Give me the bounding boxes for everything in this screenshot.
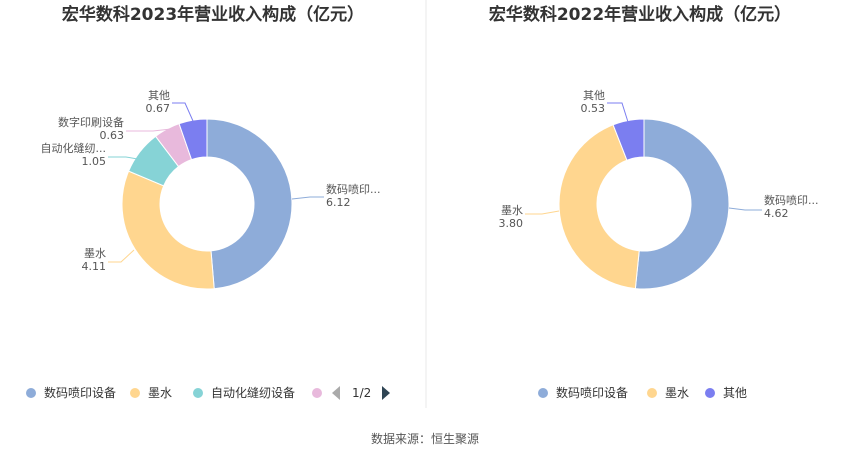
slice-0-4[interactable] <box>178 118 208 161</box>
slice-value-label-0-0: 6.12 <box>326 196 351 209</box>
leader-line-1-2 <box>607 102 629 123</box>
legend-marker-0-2[interactable] <box>193 388 203 398</box>
legend-label-1-2[interactable]: 其他 <box>723 386 747 400</box>
donut-2022-labels: 数码喷印...4.62 墨水3.80 其他0.53 <box>499 89 819 230</box>
slice-1-2[interactable] <box>612 118 645 161</box>
leader-line-0-1 <box>108 249 135 263</box>
legend-marker-0-3[interactable] <box>312 388 322 398</box>
chart-title-2023: 宏华数科2023年营业收入构成（亿元） <box>62 4 364 25</box>
donut-2023 <box>121 118 293 290</box>
slice-value-label-0-3: 0.63 <box>100 129 125 142</box>
legend-marker-1-2[interactable] <box>705 388 715 398</box>
leader-line-1-1 <box>525 210 560 215</box>
slice-value-label-1-1: 3.80 <box>499 217 524 230</box>
legend-pager: 1/2 <box>332 386 390 400</box>
slice-value-label-0-1: 4.11 <box>82 260 107 273</box>
pager-prev-icon[interactable] <box>332 386 340 400</box>
legend-label-0-1[interactable]: 墨水 <box>148 386 172 400</box>
slice-value-label-1-2: 0.53 <box>581 102 606 115</box>
slice-name-label-0-2: 自动化缝纫... <box>41 141 107 155</box>
legend-label-1-0[interactable]: 数码喷印设备 <box>556 385 628 400</box>
slice-1-1[interactable] <box>558 124 640 290</box>
slice-name-label-0-1: 墨水 <box>84 247 106 260</box>
data-source: 数据来源：恒生聚源 <box>371 431 479 446</box>
leader-line-1-0 <box>728 207 762 211</box>
legend-marker-1-0[interactable] <box>538 388 548 398</box>
slice-value-label-0-2: 1.05 <box>82 155 107 168</box>
slice-name-label-0-4: 其他 <box>148 89 170 102</box>
legend-label-0-2[interactable]: 自动化缝纫设备 <box>211 385 295 400</box>
slice-name-label-1-1: 墨水 <box>501 204 523 217</box>
donut-2022 <box>558 118 730 290</box>
slice-name-label-1-0: 数码喷印... <box>764 194 819 207</box>
pager-text: 1/2 <box>352 386 371 400</box>
legend-2023: 数码喷印设备 墨水 自动化缝纫设备 <box>26 385 322 400</box>
slice-value-label-0-4: 0.67 <box>146 102 171 115</box>
slice-0-1[interactable] <box>121 170 215 290</box>
leader-line-0-0 <box>291 196 324 200</box>
leader-line-0-2 <box>108 156 144 161</box>
slice-name-label-0-3: 数字印刷设备 <box>58 115 124 129</box>
pager-next-icon[interactable] <box>382 386 390 400</box>
legend-marker-1-1[interactable] <box>647 388 657 398</box>
legend-2022: 数码喷印设备 墨水 其他 <box>538 385 747 400</box>
slice-1-0[interactable] <box>634 118 730 290</box>
leader-line-0-3 <box>126 128 172 132</box>
leader-line-0-4 <box>172 102 194 122</box>
legend-marker-0-1[interactable] <box>130 388 140 398</box>
slice-name-label-0-0: 数码喷印... <box>326 183 381 196</box>
legend-label-1-1[interactable]: 墨水 <box>665 386 689 400</box>
slice-0-0[interactable] <box>206 118 293 290</box>
legend-label-0-0[interactable]: 数码喷印设备 <box>44 385 116 400</box>
chart-title-2022: 宏华数科2022年营业收入构成（亿元） <box>489 4 791 25</box>
legend-marker-0-0[interactable] <box>26 388 36 398</box>
slice-name-label-1-2: 其他 <box>583 89 605 102</box>
slice-value-label-1-0: 4.62 <box>764 207 789 220</box>
